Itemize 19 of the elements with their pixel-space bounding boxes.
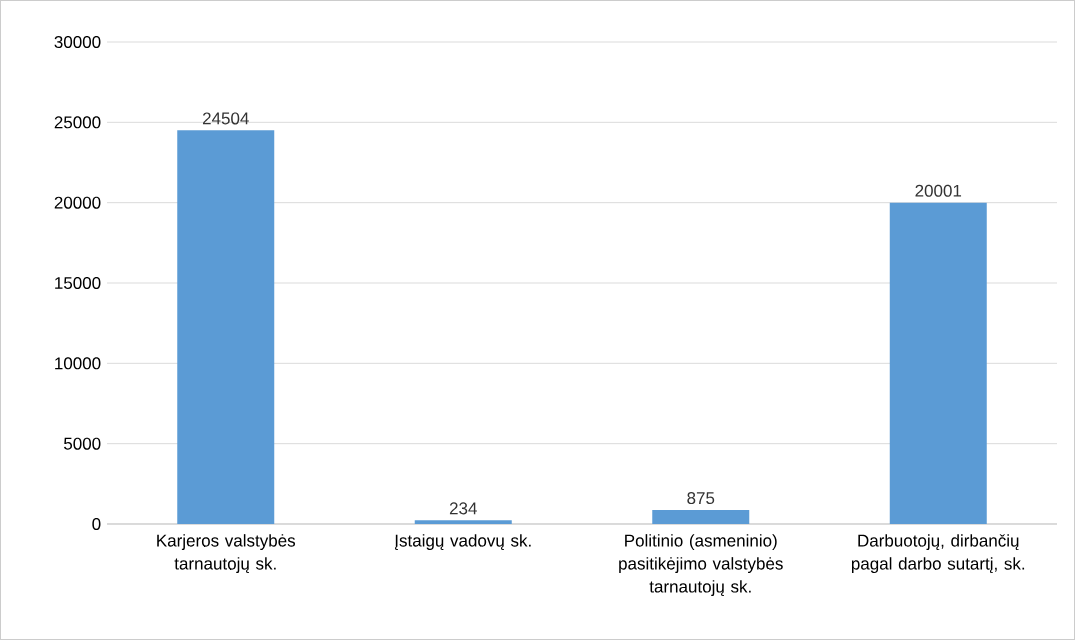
- data-label: 20001: [915, 184, 962, 197]
- data-label: 24504: [202, 112, 249, 125]
- data-label: 234: [449, 502, 477, 515]
- y-tick-label: 0: [92, 517, 101, 531]
- x-tick-label: Politinio (asmeninio) pasitikėjimo valstybės tarnautojų sk.: [619, 534, 783, 596]
- y-tick-label: 30000: [54, 35, 101, 49]
- y-tick-label: 5000: [63, 437, 101, 450]
- y-tick-label: 15000: [55, 276, 101, 290]
- bar: [889, 202, 987, 524]
- y-tick-label: 10000: [55, 357, 101, 370]
- bar: [177, 130, 275, 524]
- bar: [652, 509, 750, 524]
- x-tick-label: Karjeros valstybės tarnautojų sk.: [157, 534, 296, 573]
- x-tick-label: Įstaigų vadovų sk.: [395, 534, 531, 550]
- y-tick-label: 25000: [54, 116, 101, 129]
- data-label: 875: [687, 492, 715, 505]
- x-tick-label: Darbuotojų, dirbančių pagal darbo sutartį, sk.: [851, 534, 1025, 574]
- y-tick-label: 20000: [54, 196, 101, 209]
- bar: [414, 520, 512, 524]
